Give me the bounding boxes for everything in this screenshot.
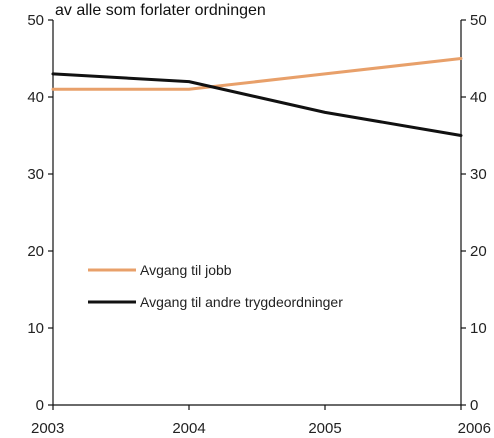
x-tick-label-2005: 2005 xyxy=(308,420,341,437)
plot-frame xyxy=(52,20,462,406)
y-tick-label-right-50: 50 xyxy=(470,12,487,29)
x-axis-ticks: 2003 2004 2005 2006 xyxy=(31,405,491,437)
y-tick-label-right-10: 10 xyxy=(470,320,487,337)
x-tick-label-2003: 2003 xyxy=(31,420,64,437)
legend-label-avgang-til-jobb: Avgang til jobb xyxy=(140,262,232,278)
legend-label-avgang-til-andre-trygdeordninger: Avgang til andre trygdeordninger xyxy=(140,294,343,310)
y-tick-label-right-20: 20 xyxy=(470,243,487,260)
y-tick-label-right-40: 40 xyxy=(470,89,487,106)
x-tick-label-2004: 2004 xyxy=(172,420,205,437)
chart-subtitle: av alle som forlater ordningen xyxy=(55,2,266,19)
y-tick-label-right-0: 0 xyxy=(470,397,478,414)
series-line-avgang-til-andre-trygdeordninger xyxy=(51,72,463,137)
series-lines xyxy=(51,57,463,137)
series-line-avgang-til-jobb xyxy=(51,57,463,91)
y-tick-label-left-0: 0 xyxy=(36,397,44,414)
y-axis-right: 0 10 20 30 40 50 xyxy=(461,12,487,414)
y-tick-label-left-50: 50 xyxy=(27,12,44,29)
y-tick-label-right-30: 30 xyxy=(470,166,487,183)
y-tick-label-left-40: 40 xyxy=(27,89,44,106)
y-axis-left: 0 10 20 30 40 50 xyxy=(27,12,53,414)
x-tick-label-2006: 2006 xyxy=(458,420,491,437)
y-tick-label-left-10: 10 xyxy=(27,320,44,337)
legend: Avgang til jobb Avgang til andre trygdeo… xyxy=(88,262,343,310)
y-tick-label-left-30: 30 xyxy=(27,166,44,183)
y-tick-label-left-20: 20 xyxy=(27,243,44,260)
